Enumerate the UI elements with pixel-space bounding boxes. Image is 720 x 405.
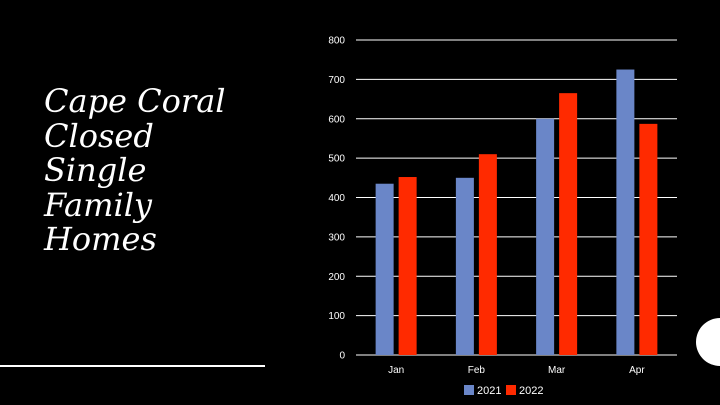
x-tick-label: Jan: [388, 365, 404, 376]
bar-2022-feb: [478, 154, 497, 355]
legend-label: 2021: [477, 385, 501, 397]
title-line: Closed: [44, 116, 154, 155]
bar-2021-mar: [536, 118, 555, 355]
y-tick-label: 0: [339, 351, 345, 362]
bar-2022-mar: [559, 93, 578, 355]
title-line: Family: [44, 185, 152, 224]
title-line: Homes: [44, 220, 157, 258]
y-tick-label: 700: [328, 75, 345, 86]
bar-2021-apr: [616, 69, 635, 355]
bar-2021-feb: [455, 177, 474, 355]
bar-2022-apr: [639, 123, 658, 356]
legend-swatch: [464, 385, 474, 395]
legend-swatch: [506, 385, 516, 395]
slide-title: Cape Coral Closed Single Family Homes: [44, 84, 284, 257]
title-line: Cape Coral: [44, 82, 226, 120]
x-tick-label: Apr: [629, 365, 645, 376]
y-tick-label: 300: [328, 232, 345, 243]
y-tick-label: 200: [328, 272, 345, 283]
title-line: Single: [44, 151, 147, 189]
bar-2021-jan: [375, 183, 394, 355]
y-tick-label: 400: [328, 193, 345, 204]
y-tick-label: 600: [328, 114, 345, 125]
legend-label: 2022: [519, 385, 543, 397]
bar-2022-jan: [398, 177, 417, 355]
x-tick-label: Mar: [548, 365, 566, 376]
y-tick-label: 100: [328, 311, 345, 322]
y-tick-label: 800: [328, 36, 345, 47]
y-tick-label: 500: [328, 154, 345, 165]
x-tick-label: Feb: [468, 365, 486, 376]
title-divider-line: [0, 365, 265, 367]
